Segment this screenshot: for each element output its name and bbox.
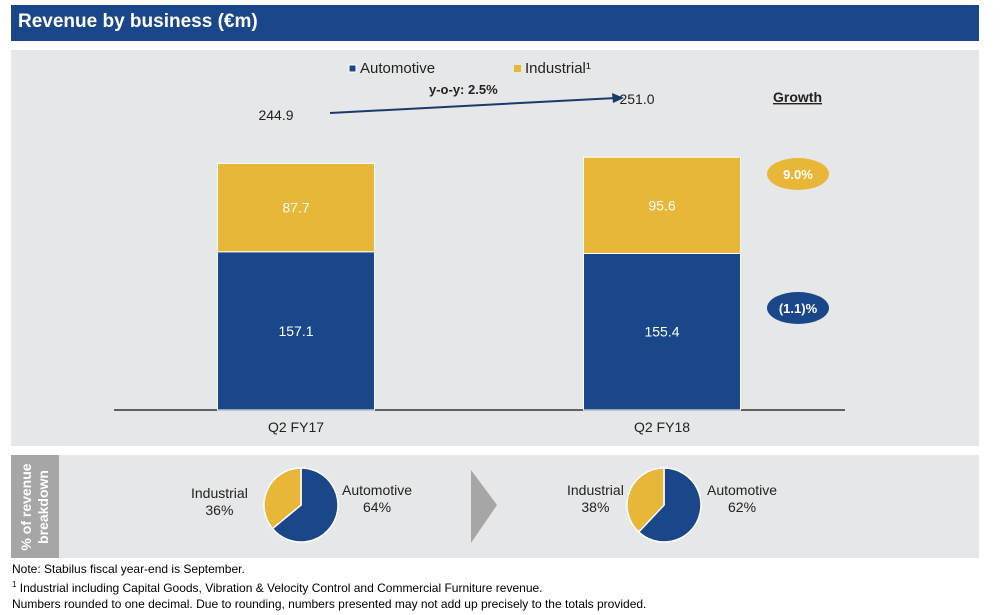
bar-chart-panel: Automotive Industrial¹ Growth y-o-y: 2.5… bbox=[11, 50, 979, 446]
growth-bubble-automotive bbox=[767, 292, 829, 324]
bar-value-label: 87.7 bbox=[282, 200, 309, 216]
pie-charts bbox=[263, 467, 702, 543]
pie2-automotive-label: Automotive 62% bbox=[707, 482, 778, 515]
bar-value-label: 95.6 bbox=[648, 197, 675, 213]
yoy-annotation: y-o-y: 2.5% bbox=[429, 82, 498, 97]
bar-value-label: 155.4 bbox=[644, 324, 679, 340]
footnotes: Note: Stabilus fiscal year-end is Septem… bbox=[12, 561, 646, 612]
note-line-1: Note: Stabilus fiscal year-end is Septem… bbox=[12, 562, 245, 576]
pie1-industrial-label: Industrial 36% bbox=[191, 485, 248, 518]
pie-slice-automotive-0 bbox=[271, 467, 339, 543]
pie-slice-automotive-1 bbox=[637, 467, 702, 543]
bar-total-label: 251.0 bbox=[619, 91, 654, 107]
bar-industrial-0 bbox=[217, 162, 375, 253]
stacked-bar-chart: Automotive Industrial¹ Growth y-o-y: 2.5… bbox=[114, 60, 845, 435]
breakdown-side-label: % of revenue breakdown bbox=[11, 455, 59, 558]
revenue-breakdown-panel: % of revenue breakdown Industrial 36% Au… bbox=[11, 455, 979, 558]
chevron-right-icon bbox=[471, 470, 497, 543]
legend-label-automotive: Automotive bbox=[360, 60, 435, 77]
bar-value-label: 157.1 bbox=[278, 323, 313, 339]
legend-swatch-automotive bbox=[348, 64, 357, 73]
pie-slice-industrial-1 bbox=[626, 467, 665, 534]
title-bar: Revenue by business (€m) bbox=[11, 5, 979, 41]
note-line-3: Numbers rounded to one decimal. Due to r… bbox=[12, 597, 647, 611]
bar-industrial-1 bbox=[583, 156, 741, 254]
growth-value-automotive: (1.1)% bbox=[779, 301, 818, 316]
pie2-industrial-label: Industrial 38% bbox=[567, 482, 624, 515]
pie1-automotive-label: Automotive 64% bbox=[342, 482, 413, 515]
yoy-arrow-head-icon bbox=[612, 93, 624, 103]
pie-slice-industrial-0 bbox=[263, 467, 302, 530]
growth-value-industrial: 9.0% bbox=[783, 167, 813, 182]
growth-bubble-industrial bbox=[767, 158, 829, 190]
legend-label-industrial: Industrial¹ bbox=[525, 60, 591, 77]
legend-swatch-industrial bbox=[514, 65, 521, 72]
growth-header: Growth bbox=[773, 89, 822, 105]
bar-automotive-1 bbox=[583, 252, 741, 411]
bar-total-label: 244.9 bbox=[258, 107, 293, 123]
category-label: Q2 FY17 bbox=[268, 419, 324, 435]
yoy-arrow-line bbox=[329, 97, 617, 114]
note-line-2: 1 Industrial including Capital Goods, Vi… bbox=[12, 580, 543, 595]
category-label: Q2 FY18 bbox=[634, 419, 690, 435]
page-title: Revenue by business (€m) bbox=[18, 11, 258, 32]
bar-automotive-0 bbox=[217, 251, 375, 411]
